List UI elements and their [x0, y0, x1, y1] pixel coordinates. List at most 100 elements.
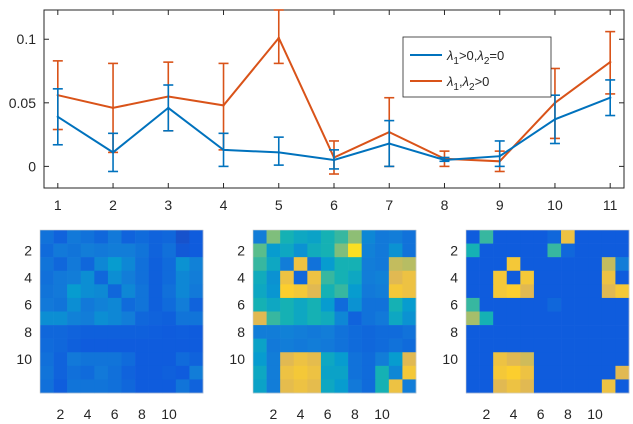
heatmap-cell — [67, 270, 82, 285]
heatmap-cell — [320, 338, 335, 353]
heatmap-cell — [547, 365, 562, 380]
heatmap-cell — [80, 338, 95, 353]
heatmap-cell — [135, 311, 149, 326]
heatmap-y-tick-label: 10 — [16, 351, 32, 367]
heatmap-y-tick-label: 8 — [237, 324, 245, 340]
heatmap-cell — [148, 325, 163, 339]
heatmap-cell — [280, 325, 295, 339]
heatmap-cell — [388, 311, 403, 326]
heatmap-cell — [162, 230, 177, 244]
subscript: 2 — [484, 56, 490, 67]
heatmap-cell — [388, 379, 403, 394]
heatmap-cell — [121, 365, 136, 380]
heatmap-cell — [253, 325, 267, 339]
heatmap-x-tick-label: 10 — [587, 406, 603, 422]
heatmap-cell — [493, 270, 508, 285]
heatmap-cell — [67, 379, 82, 394]
heatmap-cell — [574, 284, 589, 299]
heatmap-cell — [67, 243, 82, 258]
heatmap-cell — [402, 297, 417, 312]
heatmap-cell — [94, 338, 109, 353]
heatmap-cell — [601, 325, 616, 339]
heatmap-cell — [121, 325, 136, 339]
heatmap-cell — [53, 297, 68, 312]
heatmap-y-tick-label: 6 — [24, 297, 32, 313]
heatmap-cell — [80, 243, 95, 258]
heatmap-cell — [293, 243, 308, 258]
legend-label-1: λ1>0,λ2=0 — [446, 48, 504, 67]
heatmap-cell — [280, 352, 295, 367]
heatmap-cell — [175, 284, 190, 299]
heatmap-cell — [107, 284, 122, 299]
heatmap-cell — [175, 325, 190, 339]
heatmap-cell — [293, 379, 308, 394]
heatmap-x-tick-label: 8 — [351, 406, 359, 422]
heatmap-cell — [80, 379, 95, 394]
heatmap-cell — [402, 270, 417, 285]
lambda-symbol: λ — [462, 74, 469, 89]
heatmap-x-tick-label: 6 — [537, 406, 545, 422]
heatmap-cell — [320, 230, 335, 244]
heatmap-cell — [493, 284, 508, 299]
heatmap-cell — [375, 325, 390, 339]
heatmap-cell — [375, 379, 390, 394]
heatmap-cell — [148, 338, 163, 353]
heatmap-cell — [307, 365, 322, 380]
heatmap-cell — [588, 230, 603, 244]
heatmap-cell — [94, 379, 109, 394]
heatmap-cell — [53, 311, 68, 326]
heatmap-cell — [53, 243, 68, 258]
heatmap-cell — [361, 352, 376, 367]
heatmap-cell — [561, 325, 575, 339]
heatmap-cell — [520, 270, 535, 285]
error-bar — [273, 9, 284, 65]
heatmap-cell — [601, 230, 616, 244]
heatmap-y-tick-label: 4 — [450, 270, 458, 286]
heatmap-cell — [574, 379, 589, 394]
heatmap-cell — [547, 257, 562, 272]
heatmap-cell — [402, 243, 417, 258]
heatmap-cell — [506, 379, 521, 394]
heatmap-cell — [601, 379, 616, 394]
heatmap-cell — [307, 338, 322, 353]
heatmap-cell — [506, 352, 521, 367]
heatmap-cell — [307, 297, 322, 312]
heatmap-cell — [94, 270, 109, 285]
heatmap-cell — [307, 257, 322, 272]
heatmap-cell — [307, 230, 322, 244]
heatmap-y-tick-label: 2 — [24, 242, 32, 258]
heatmap-cell — [135, 338, 149, 353]
heatmap-cell — [493, 365, 508, 380]
heatmap-cell — [479, 284, 494, 299]
heatmap-cell — [320, 284, 335, 299]
heatmap-y-tick-label: 4 — [24, 270, 32, 286]
heatmap-cell — [320, 270, 335, 285]
heatmap-cell — [601, 284, 616, 299]
heatmap-cell — [574, 257, 589, 272]
heatmap-cell — [520, 338, 535, 353]
heatmap-cell — [361, 365, 376, 380]
heatmap-cell — [94, 297, 109, 312]
heatmap-cell — [80, 352, 95, 367]
heatmap-cell — [348, 311, 362, 326]
legend-label-2: λ1,λ2>0 — [446, 74, 489, 93]
heatmap-x-tick-label: 6 — [324, 406, 332, 422]
heatmap-cell — [493, 338, 508, 353]
heatmap-cell — [561, 311, 575, 326]
heatmap-cell — [466, 257, 480, 272]
heatmap-y-tick-label: 10 — [229, 351, 245, 367]
heatmap-cell — [361, 311, 376, 326]
heatmap-cell — [561, 338, 575, 353]
heatmap-cell — [121, 270, 136, 285]
heatmap-cell — [402, 257, 417, 272]
heatmap-cell — [40, 243, 54, 258]
heatmap-cell — [148, 257, 163, 272]
heatmap-cell — [189, 365, 204, 380]
heatmap-cell — [520, 325, 535, 339]
data-point — [608, 60, 612, 64]
heatmap-cell — [574, 311, 589, 326]
heatmap-cell — [547, 325, 562, 339]
heatmap-cell — [466, 325, 480, 339]
heatmap-cell — [320, 257, 335, 272]
heatmap-cell — [348, 230, 362, 244]
